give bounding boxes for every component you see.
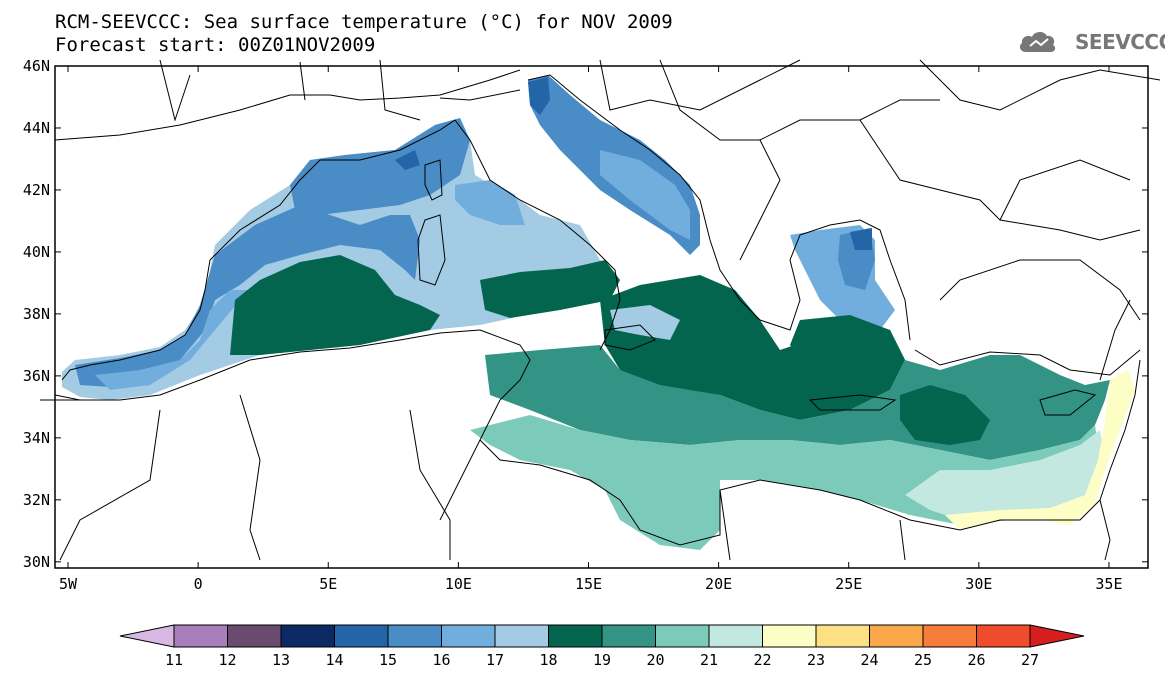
colorbar-swatch xyxy=(548,624,603,648)
colorbar-label: 18 xyxy=(539,651,557,669)
lat-tick-label: 42N xyxy=(23,181,50,199)
colorbar-swatch xyxy=(708,624,763,648)
logo-text: SEEVCCC xyxy=(1075,30,1165,54)
sst-region-liguria-15 xyxy=(395,150,420,170)
lat-tick-label: 34N xyxy=(23,429,50,447)
sst-field-layer xyxy=(62,75,1135,550)
lat-tick-label: 38N xyxy=(23,305,50,323)
colorbar-label: 22 xyxy=(753,651,771,669)
sst-region-levant-23 xyxy=(945,370,1135,530)
chart-title: RCM-SEEVCCC: Sea surface temperature (°C… xyxy=(55,11,673,33)
sst-region-levant-22 xyxy=(905,430,1105,520)
colorbar-swatch xyxy=(494,624,549,648)
colorbar-label: 13 xyxy=(272,651,290,669)
colorbar-label: 27 xyxy=(1021,651,1039,669)
lat-tick-label: 40N xyxy=(23,243,50,261)
colorbar-label: 26 xyxy=(967,651,985,669)
colorbar-swatch xyxy=(815,624,870,648)
sst-region-liguria-16 xyxy=(290,118,470,215)
sst-region-tyrrhenian-19 xyxy=(480,260,620,318)
lon-tick-label: 35E xyxy=(1095,575,1122,593)
colorbar-swatch xyxy=(655,624,710,648)
lon-tick-label: 30E xyxy=(965,575,992,593)
colorbar-swatch xyxy=(1029,624,1085,648)
sst-region-crete-19 xyxy=(790,315,905,385)
coastlines xyxy=(40,59,1161,561)
sst-region-west-16 xyxy=(75,205,420,387)
colorbar-swatch xyxy=(601,624,656,648)
sst-region-west-16b xyxy=(95,270,300,390)
colorbar-label: 21 xyxy=(700,651,718,669)
colorbar-label: 12 xyxy=(218,651,236,669)
colorbar-swatch xyxy=(280,624,335,648)
sst-region-aegean-15 xyxy=(850,228,872,250)
sst-region-adriatic-17 xyxy=(600,150,690,240)
lon-tick-label: 15E xyxy=(575,575,602,593)
logo-cloud-icon xyxy=(1019,31,1056,52)
colorbar-swatch xyxy=(173,624,228,648)
sst-region-balearic-19 xyxy=(230,255,440,355)
colorbar-label: 14 xyxy=(325,651,343,669)
colorbar-swatch xyxy=(976,624,1031,648)
colorbar-swatch xyxy=(227,624,282,648)
lon-tick-label: 5E xyxy=(319,575,337,593)
sst-region-cyprus-20 xyxy=(1000,370,1040,405)
colorbar-label: 17 xyxy=(486,651,504,669)
colorbar-label: 23 xyxy=(807,651,825,669)
colorbar-swatch xyxy=(922,624,977,648)
sst-region-ionian-19 xyxy=(600,275,905,420)
colorbar-swatch xyxy=(869,624,924,648)
colorbar-swatch xyxy=(387,624,442,648)
lat-tick-label: 32N xyxy=(23,491,50,509)
colorbar-label: 20 xyxy=(646,651,664,669)
colorbar-label: 24 xyxy=(860,651,878,669)
lon-tick-label: 0 xyxy=(194,575,203,593)
map-frame xyxy=(54,65,1149,569)
colorbar-swatch xyxy=(441,624,496,648)
lat-tick-label: 30N xyxy=(23,553,50,571)
colorbar-label: 15 xyxy=(379,651,397,669)
sst-region-rhodes-19 xyxy=(900,385,990,445)
sst-region-adriatic-15 xyxy=(528,77,550,115)
lon-tick-label: 5W xyxy=(59,575,78,593)
chart-subtitle: Forecast start: 00Z01NOV2009 xyxy=(55,34,376,56)
sst-region-libya-21 xyxy=(470,415,1100,550)
lon-tick-label: 20E xyxy=(705,575,732,593)
latitude-axis: 46N 44N 42N 40N 38N 36N 34N 32N 30N xyxy=(23,57,1148,571)
colorbar-label: 11 xyxy=(165,651,183,669)
colorbar-swatch xyxy=(762,624,817,648)
lat-tick-label: 36N xyxy=(23,367,50,385)
lat-tick-label: 44N xyxy=(23,119,50,137)
colorbar-swatch xyxy=(334,624,389,648)
sst-region-sicily-18 xyxy=(610,305,680,340)
colorbar-swatch xyxy=(119,624,175,648)
colorbar: 11 12 13 14 15 16 17 18 19 20 21 22 23 24 25 26 27 xyxy=(119,624,1085,669)
colorbar-label: 19 xyxy=(593,651,611,669)
lon-tick-label: 10E xyxy=(445,575,472,593)
colorbar-label: 25 xyxy=(914,651,932,669)
lon-tick-label: 25E xyxy=(835,575,862,593)
lat-tick-label: 46N xyxy=(23,57,50,75)
longitude-axis: 5W 0 5E 10E 15E 20E 25E 30E 35E xyxy=(59,66,1123,593)
colorbar-label: 16 xyxy=(432,651,450,669)
